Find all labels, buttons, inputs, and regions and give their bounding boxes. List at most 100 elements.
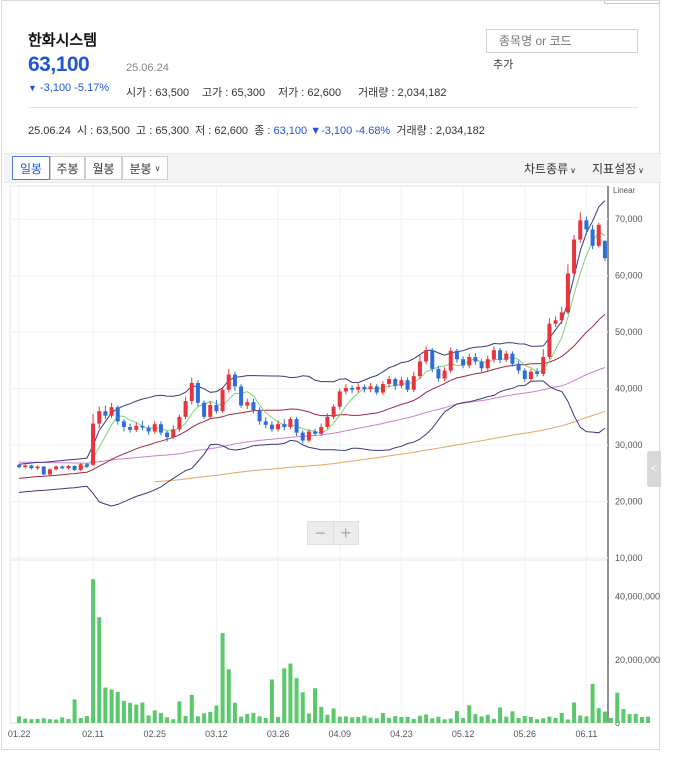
- volume-bar: [646, 716, 651, 723]
- volume-bar: [393, 716, 398, 723]
- candle-body: [473, 356, 478, 362]
- candle-body: [214, 404, 219, 412]
- candle-body: [430, 350, 435, 369]
- candle-body: [399, 380, 404, 386]
- candle-body: [239, 386, 244, 406]
- volume-bar: [214, 705, 219, 723]
- price-tick-label: 40,000: [615, 384, 643, 394]
- volume-bar: [306, 713, 311, 723]
- volume-bar: [158, 712, 163, 723]
- candle-body: [17, 464, 22, 468]
- add-button[interactable]: 추가: [493, 59, 514, 71]
- candle-body: [300, 432, 305, 441]
- chart-type-dropdown[interactable]: 차트종류 ∨: [524, 162, 577, 176]
- candle-body: [152, 424, 157, 432]
- volume-bar: [245, 713, 250, 723]
- x-tick-label: 06.11: [575, 729, 597, 739]
- candle-body: [362, 386, 367, 390]
- volume-bar: [195, 716, 200, 723]
- volume-bar: [350, 717, 355, 723]
- candle-body: [177, 416, 182, 430]
- volume-bar: [343, 716, 348, 723]
- indicator-settings-dropdown[interactable]: 지표설정 ∨: [592, 162, 645, 176]
- volume-bar: [319, 706, 324, 723]
- volume-bar: [208, 711, 213, 723]
- side-panel-toggle[interactable]: <: [647, 451, 661, 487]
- volume-bar: [609, 717, 614, 723]
- volume-bar: [584, 716, 589, 723]
- zoom-control: − +: [307, 521, 359, 545]
- candle-body: [306, 431, 311, 441]
- candle-body: [368, 386, 373, 390]
- price-tick-label: 30,000: [615, 440, 643, 450]
- candle-body: [479, 361, 484, 369]
- volume-bar: [362, 715, 367, 723]
- volume-bar: [220, 632, 225, 723]
- price-panel: [9, 185, 609, 559]
- x-tick-label: 03.12: [205, 729, 228, 739]
- candle-body: [103, 411, 108, 416]
- volume-bar: [313, 688, 318, 723]
- volume-bar: [633, 713, 638, 723]
- candle-body: [269, 424, 274, 430]
- chevron-down-icon: ∨: [638, 166, 645, 175]
- stat-volume: 거래량 : 2,034,182: [358, 87, 447, 99]
- volume-bar: [66, 718, 71, 723]
- tab-monthly[interactable]: 월봉: [85, 156, 122, 180]
- candle-body: [417, 361, 422, 377]
- volume-bar: [627, 714, 632, 723]
- divider: [28, 107, 638, 108]
- candle-body: [146, 427, 151, 432]
- candle-body: [288, 419, 293, 428]
- candle-body: [257, 410, 262, 422]
- x-tick-label: 05.26: [513, 729, 536, 739]
- volume-bar: [263, 717, 268, 723]
- volume-bar: [615, 692, 620, 723]
- volume-bar: [374, 718, 379, 723]
- tab-minute[interactable]: 분봉 ∨: [122, 156, 168, 180]
- chevron-left-icon: <: [650, 463, 658, 475]
- volume-bar: [467, 705, 472, 723]
- candle-body: [405, 380, 410, 390]
- candle-body: [535, 371, 540, 374]
- volume-bar: [202, 713, 207, 723]
- candle-body: [424, 350, 429, 362]
- candle-body: [491, 350, 496, 360]
- volume-bar: [35, 718, 40, 723]
- candle-body: [504, 353, 509, 360]
- volume-bar: [565, 719, 570, 723]
- candle-body: [393, 379, 398, 386]
- zoom-in-button[interactable]: +: [332, 522, 359, 544]
- volume-bar: [226, 669, 231, 723]
- candle-body: [578, 220, 583, 240]
- volume-bar: [596, 708, 601, 723]
- tab-weekly[interactable]: 주봉: [50, 156, 85, 180]
- volume-bar: [578, 715, 583, 723]
- volume-bar: [473, 714, 478, 723]
- volume-bar: [430, 718, 435, 723]
- candle-body: [510, 353, 515, 364]
- x-tick-label: 04.23: [390, 729, 413, 739]
- candle-body: [461, 359, 466, 366]
- volume-bar: [479, 716, 484, 723]
- search-input[interactable]: [486, 29, 638, 53]
- candle-body: [282, 424, 287, 428]
- stat-low: 저가 : 62,600: [278, 87, 342, 99]
- down-arrow-icon: ▼: [28, 83, 37, 93]
- candle-body: [602, 240, 607, 259]
- volume-bar: [602, 711, 607, 723]
- volume-bar: [84, 716, 89, 723]
- volume-bar: [276, 716, 281, 723]
- candle-body: [590, 229, 595, 246]
- volume-bar: [504, 716, 509, 723]
- candle-body: [29, 465, 34, 469]
- tab-daily[interactable]: 일봉: [12, 156, 50, 180]
- volume-bar: [498, 707, 503, 723]
- volume-bar: [54, 719, 59, 723]
- stock-chart[interactable]: 01.22 02.11 02.25 03.12 03.26 04.09 04.23 05.12…: [2, 1, 661, 751]
- zoom-out-button[interactable]: −: [314, 522, 326, 543]
- candle-body: [553, 320, 558, 324]
- candle-body: [337, 391, 342, 407]
- candle-body: [584, 220, 589, 230]
- volume-bar: [448, 718, 453, 723]
